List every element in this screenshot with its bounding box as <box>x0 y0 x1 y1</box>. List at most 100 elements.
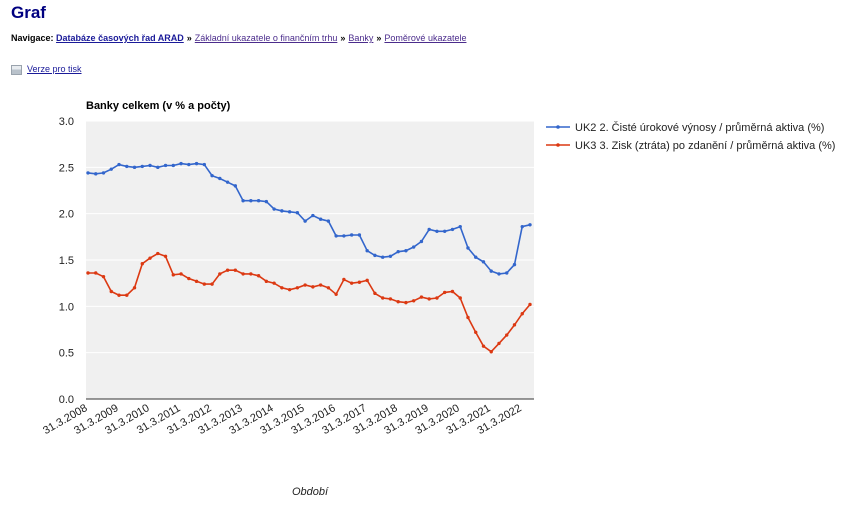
x-axis-title: Období <box>292 486 329 498</box>
data-point <box>94 172 98 176</box>
breadcrumb-separator: » <box>186 33 192 43</box>
data-point <box>125 164 129 169</box>
gridlines <box>86 120 534 400</box>
data-point <box>202 282 207 286</box>
data-point <box>256 274 261 278</box>
x-axis-ticks: 31.3.200831.3.200931.3.201031.3.201131.3… <box>41 402 524 437</box>
y-tick-label: 2.5 <box>59 162 74 174</box>
data-point <box>163 254 168 258</box>
y-tick-label: 2.0 <box>59 209 74 221</box>
data-point <box>373 291 377 296</box>
data-point <box>171 273 175 277</box>
data-point <box>318 283 323 287</box>
data-point <box>210 282 214 286</box>
data-point <box>233 268 238 272</box>
chart-title: Banky celkem (v % a počty) <box>86 100 231 112</box>
data-point <box>404 300 408 305</box>
data-point <box>481 344 486 348</box>
data-point <box>357 280 362 284</box>
series-line-2 <box>88 252 531 353</box>
data-point <box>280 286 284 290</box>
data-point <box>466 246 470 250</box>
data-point <box>458 224 462 229</box>
page-title: Graf <box>11 3 46 22</box>
breadcrumb-link-zakladni-ukazatele[interactable]: Základní ukazatele o finančním trhu <box>194 33 338 43</box>
data-point <box>225 180 230 184</box>
print-version-link[interactable]: Verze pro tisk <box>27 64 82 74</box>
data-point <box>357 233 362 237</box>
data-point <box>489 350 493 354</box>
data-point <box>148 163 152 168</box>
print-version: Verze pro tisk <box>11 64 82 75</box>
data-point <box>481 260 486 264</box>
data-point <box>349 233 354 237</box>
data-point <box>342 277 346 282</box>
data-point <box>411 299 416 303</box>
data-point <box>419 239 424 244</box>
data-point <box>163 163 168 168</box>
data-point <box>489 269 493 273</box>
data-point <box>272 207 276 211</box>
breadcrumb-separator: » <box>376 33 382 43</box>
series-line-1 <box>87 162 531 275</box>
breadcrumb-link-pomerove-ukazatele[interactable]: Poměrové ukazatele <box>384 33 467 43</box>
data-point <box>520 312 524 316</box>
y-tick-label: 1.0 <box>59 301 74 313</box>
data-point <box>194 161 199 166</box>
data-point <box>450 289 455 294</box>
data-point <box>435 296 439 300</box>
data-point <box>528 302 532 307</box>
data-point <box>427 297 431 301</box>
data-point <box>311 213 315 218</box>
data-point <box>202 162 207 167</box>
y-tick-label: 0.0 <box>59 394 74 406</box>
printer-icon <box>11 64 22 75</box>
data-point <box>101 274 106 279</box>
data-point <box>326 286 331 290</box>
data-point <box>318 217 323 221</box>
breadcrumb-separator: » <box>340 33 346 43</box>
data-point <box>156 251 160 256</box>
data-point <box>474 330 478 334</box>
breadcrumb-link-arad[interactable]: Databáze časových řad ARAD <box>56 33 184 43</box>
data-point <box>101 171 106 175</box>
data-point <box>109 289 113 294</box>
data-point <box>443 290 447 295</box>
data-point <box>132 286 137 290</box>
data-point <box>140 164 144 169</box>
data-point <box>334 234 338 238</box>
legend-label: UK2 2. Čisté úrokové výnosy / průměrná a… <box>575 121 824 134</box>
breadcrumb: Navigace: Databáze časových řad ARAD» Zák… <box>11 33 466 43</box>
data-point <box>109 167 113 171</box>
data-point <box>435 229 439 233</box>
data-point <box>132 165 137 170</box>
data-point <box>94 271 98 275</box>
data-point <box>326 219 331 223</box>
data-point <box>218 176 222 181</box>
data-point <box>171 163 175 168</box>
legend-marker <box>556 143 560 147</box>
breadcrumb-link-banky[interactable]: Banky <box>348 33 374 43</box>
data-point <box>380 255 385 259</box>
data-point <box>156 165 160 170</box>
data-point <box>419 295 424 299</box>
data-point <box>125 293 129 297</box>
data-point <box>443 229 447 233</box>
data-point <box>512 262 517 267</box>
data-point <box>187 276 191 281</box>
data-point <box>295 286 300 290</box>
data-point <box>365 278 369 283</box>
data-point <box>505 271 509 275</box>
data-point <box>411 245 416 249</box>
data-point <box>466 315 470 320</box>
data-point <box>380 296 385 300</box>
data-point <box>497 272 501 276</box>
data-point <box>497 341 501 346</box>
data-point <box>225 268 230 272</box>
y-tick-label: 3.0 <box>59 116 74 128</box>
data-point <box>249 198 253 203</box>
data-point <box>179 161 183 166</box>
data-point <box>264 279 269 284</box>
data-point <box>365 249 369 253</box>
